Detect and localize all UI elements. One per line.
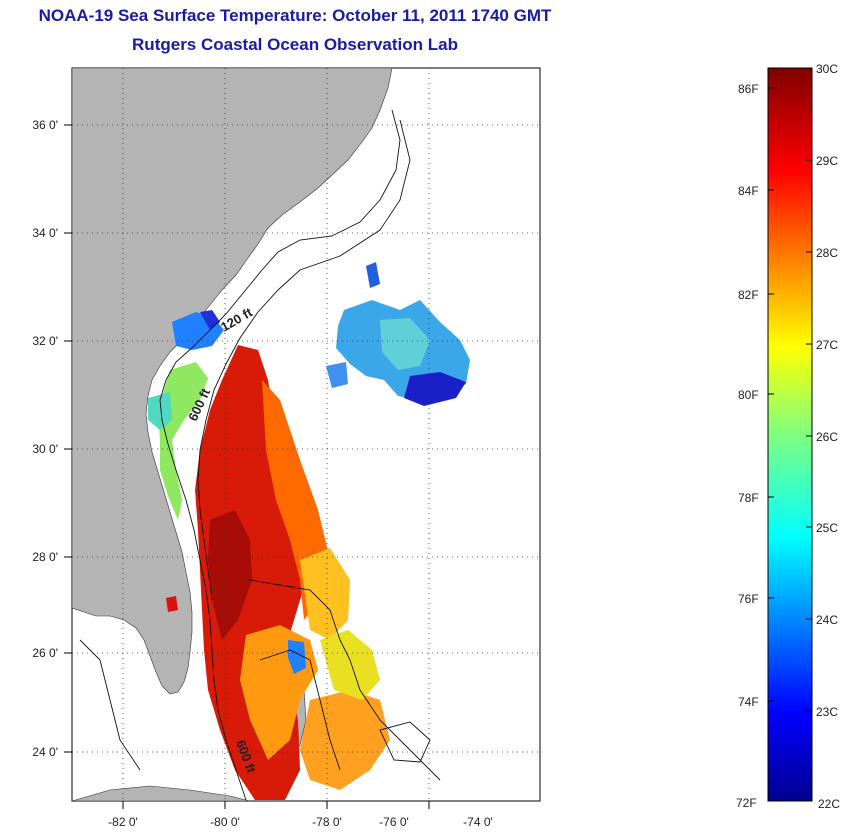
isobath-contours — [79, 109, 441, 801]
colorbar-f-label: 86F — [738, 82, 759, 96]
colorbar-c-label: 29C — [816, 154, 839, 168]
lon-label: -80 0' — [210, 815, 240, 829]
colorbar-ticks — [768, 87, 812, 712]
lat-label: 36 0' — [32, 118, 58, 132]
colorbar-f-label: 84F — [738, 184, 759, 198]
lat-label: 30 0' — [32, 442, 58, 456]
gridlines — [72, 68, 540, 801]
lon-label: -74 0' — [463, 815, 493, 829]
colorbar-c-label: 26C — [816, 430, 839, 444]
land-mass — [72, 68, 393, 695]
lon-label: -78 0' — [312, 815, 342, 829]
colorbar-f-label: 78F — [738, 491, 759, 505]
colorbar-c-label: 28C — [816, 246, 839, 260]
lat-label: 24 0' — [32, 745, 58, 759]
colorbar-c-label: 30C — [816, 62, 839, 76]
colorbar-f-label: 76F — [738, 592, 759, 606]
offshore-patches — [326, 262, 470, 406]
lat-label: 32 0' — [32, 334, 58, 348]
colorbar — [767, 67, 813, 802]
lon-label: -82 0' — [108, 815, 138, 829]
colorbar-c-label: 24C — [816, 613, 839, 627]
lat-label: 28 0' — [32, 550, 58, 564]
lat-label: 34 0' — [32, 226, 58, 240]
colorbar-f-label: 72F — [736, 796, 757, 810]
sst-field — [148, 310, 390, 800]
colorbar-c-label: 25C — [816, 521, 839, 535]
cuba-coast — [72, 785, 251, 801]
colorbar-f-label: 82F — [738, 288, 759, 302]
colorbar-c-label: 22C — [818, 797, 841, 811]
colorbar-c-label: 23C — [816, 705, 839, 719]
map-title: NOAA-19 Sea Surface Temperature: October… — [38, 6, 552, 25]
map-subtitle: Rutgers Coastal Ocean Observation Lab — [132, 35, 458, 54]
lat-label: 26 0' — [32, 646, 58, 660]
colorbar-c-label: 27C — [816, 338, 839, 352]
colorbar-f-label: 74F — [738, 695, 759, 709]
colorbar-f-label: 80F — [738, 388, 759, 402]
lon-label: -76 0' — [379, 815, 409, 829]
frame-ticks — [64, 124, 430, 809]
